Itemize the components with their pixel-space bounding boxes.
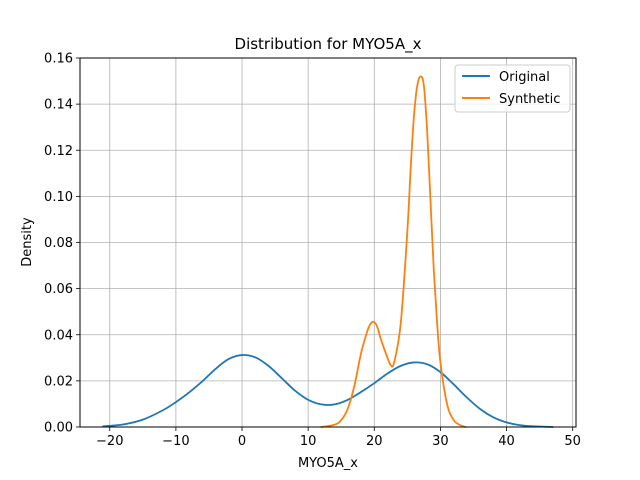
y-tick-label: 0.08 [44, 236, 73, 251]
x-tick-label: 40 [498, 434, 515, 449]
x-axis-title: MYO5A_x [298, 456, 358, 471]
legend-label-synthetic: Synthetic [499, 92, 560, 107]
y-tick-label: 0.00 [44, 421, 73, 436]
x-tick-label: 10 [300, 434, 317, 449]
y-tick-label: 0.12 [44, 144, 73, 159]
legend: Original Synthetic [454, 64, 571, 113]
y-tick-label: 0.10 [44, 190, 73, 205]
x-tick-label: −10 [162, 434, 189, 449]
legend-label-original: Original [499, 70, 550, 85]
x-tick-label: 50 [564, 434, 581, 449]
grid [80, 57, 576, 428]
y-axis: 0.00 0.02 0.04 0.06 0.08 0.10 0.12 0.14 0.16 [44, 52, 80, 436]
x-axis: −20 −10 0 10 20 30 40 50 [96, 427, 581, 449]
y-tick-label: 0.02 [44, 374, 73, 389]
y-tick-label: 0.04 [44, 328, 73, 343]
x-tick-label: −20 [96, 434, 123, 449]
y-tick-label: 0.16 [44, 52, 73, 67]
x-tick-label: 20 [366, 434, 383, 449]
y-tick-label: 0.06 [44, 282, 73, 297]
x-tick-label: 0 [238, 434, 246, 449]
series-lines [102, 75, 554, 428]
series-line-synthetic [320, 75, 467, 428]
y-tick-label: 0.14 [44, 98, 73, 113]
x-tick-label: 30 [432, 434, 449, 449]
y-axis-title: Density [20, 217, 35, 267]
series-line-original [102, 354, 554, 428]
chart-title: Distribution for MYO5A_x [235, 35, 422, 54]
